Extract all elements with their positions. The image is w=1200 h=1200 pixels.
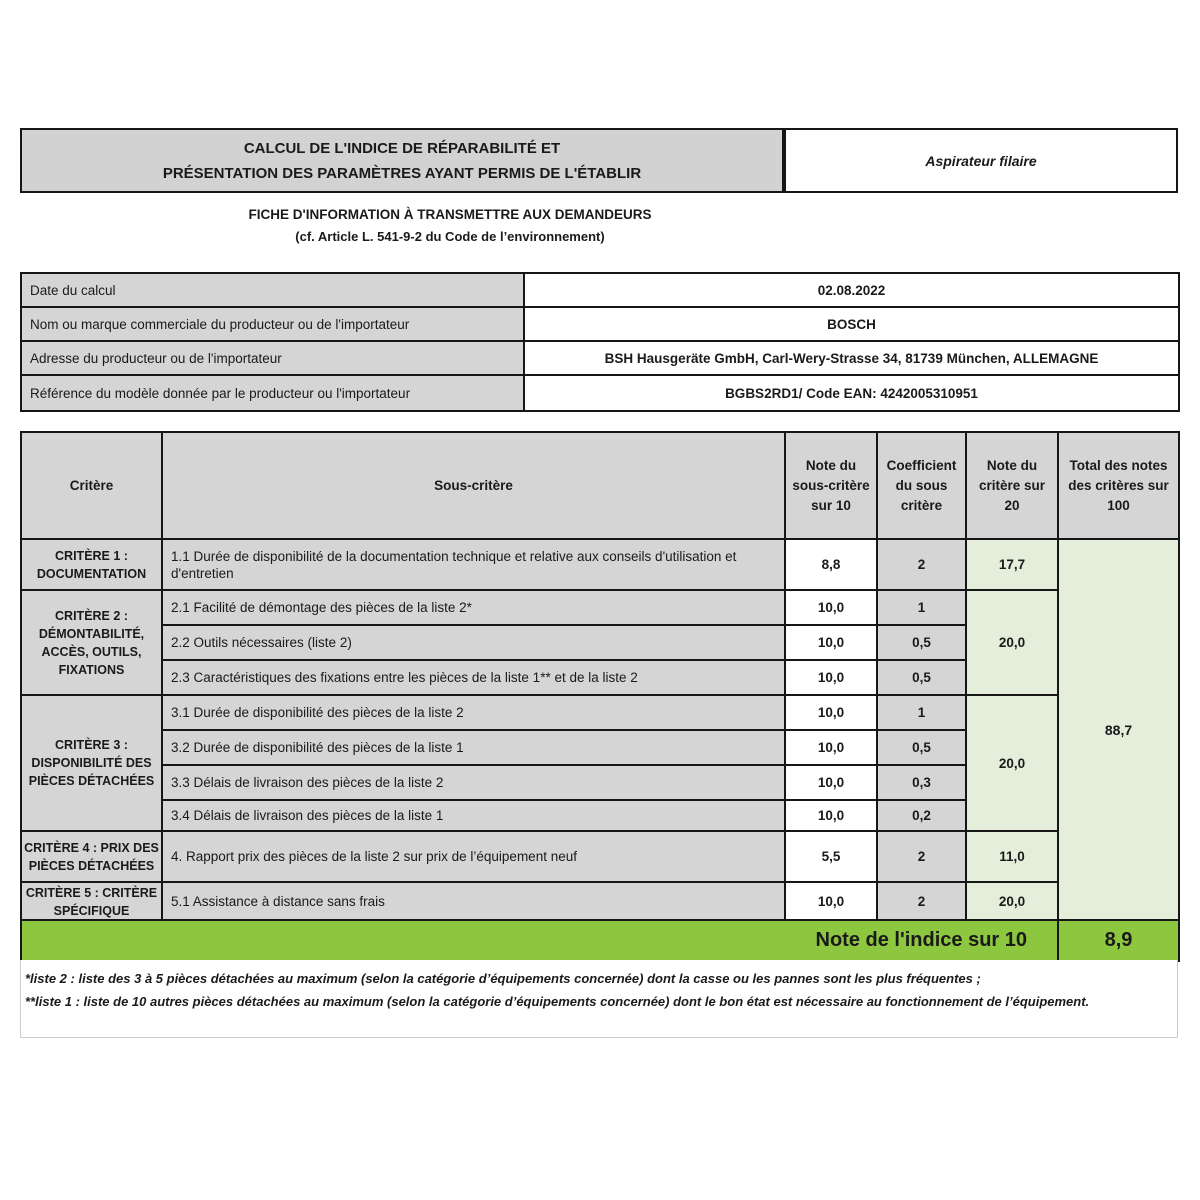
note-5-1: 10,0 xyxy=(786,883,878,921)
info-label-date: Date du calcul xyxy=(22,274,525,308)
scoring-table: Critère Sous-critère Note du sous-critèr… xyxy=(20,431,1180,962)
criterion-4-score-20: 11,0 xyxy=(967,832,1059,883)
note-2-1: 10,0 xyxy=(786,591,878,626)
info-value-brand-text: BOSCH xyxy=(827,316,876,332)
sub-criterion-1-1: 1.1 Durée de disponibilité de la documen… xyxy=(163,540,786,591)
sub-criterion-3-3: 3.3 Délais de livraison des pièces de la… xyxy=(163,766,786,801)
note-3-4: 10,0 xyxy=(786,801,878,832)
info-value-brand: BOSCH xyxy=(525,308,1178,342)
coef-2-1: 1 xyxy=(878,591,967,626)
total-score-100: 88,7 xyxy=(1059,540,1178,921)
document-title-line2: PRÉSENTATION DES PARAMÈTRES AYANT PERMIS… xyxy=(162,164,642,182)
col-header-note-critere: Note du critère sur 20 xyxy=(967,433,1059,540)
info-value-address: BSH Hausgeräte GmbH, Carl-Wery-Strasse 3… xyxy=(525,342,1178,376)
subtitle-line1: FICHE D'INFORMATION À TRANSMETTRE AUX DE… xyxy=(248,207,652,222)
info-label-address: Adresse du producteur ou de l'importateu… xyxy=(22,342,525,376)
info-value-date-text: 02.08.2022 xyxy=(817,282,886,298)
sub-criterion-5-1: 5.1 Assistance à distance sans frais xyxy=(163,883,786,921)
criterion-4-name: CRITÈRE 4 : PRIX DES PIÈCES DÉTACHÉES xyxy=(22,832,163,883)
info-label-brand-text: Nom ou marque commerciale du producteur … xyxy=(30,316,410,332)
col-header-sous-critere: Sous-critère xyxy=(163,433,786,540)
coef-2-3: 0,5 xyxy=(878,661,967,696)
product-info-table: Date du calcul 02.08.2022 Nom ou marque … xyxy=(20,272,1180,412)
subtitle: FICHE D'INFORMATION À TRANSMETTRE AUX DE… xyxy=(22,204,878,248)
document-title-line1: CALCUL DE L'INDICE DE RÉPARABILITÉ ET xyxy=(243,139,561,157)
col-header-critere: Critère xyxy=(22,433,163,540)
footnotes-box: *liste 2 : liste des 3 à 5 pièces détach… xyxy=(20,960,1178,1038)
sub-criterion-2-1: 2.1 Facilité de démontage des pièces de … xyxy=(163,591,786,626)
coef-1-1: 2 xyxy=(878,540,967,591)
note-1-1: 8,8 xyxy=(786,540,878,591)
sub-criterion-4: 4. Rapport prix des pièces de la liste 2… xyxy=(163,832,786,883)
coef-5-1: 2 xyxy=(878,883,967,921)
col-header-coefficient: Coefficient du sous critère xyxy=(878,433,967,540)
sub-criterion-2-3: 2.3 Caractéristiques des fixations entre… xyxy=(163,661,786,696)
sub-criterion-3-1: 3.1 Durée de disponibilité des pièces de… xyxy=(163,696,786,731)
footnote-liste-1: **liste 1 : liste de 10 autres pièces dé… xyxy=(25,994,1090,1009)
info-value-date: 02.08.2022 xyxy=(525,274,1178,308)
info-value-reference-text: BGBS2RD1/ Code EAN: 4242005310951 xyxy=(725,385,978,401)
coef-2-2: 0,5 xyxy=(878,626,967,661)
sub-criterion-3-4: 3.4 Délais de livraison des pièces de la… xyxy=(163,801,786,832)
coef-3-3: 0,3 xyxy=(878,766,967,801)
product-type-label: Aspirateur filaire xyxy=(925,152,1037,169)
info-label-reference: Référence du modèle donnée par le produc… xyxy=(22,376,525,410)
coef-3-4: 0,2 xyxy=(878,801,967,832)
info-label-date-text: Date du calcul xyxy=(30,282,116,298)
criterion-5-name: CRITÈRE 5 : CRITÈRE SPÉCIFIQUE xyxy=(22,883,163,921)
note-3-1: 10,0 xyxy=(786,696,878,731)
document-title-box: CALCUL DE L'INDICE DE RÉPARABILITÉ ET PR… xyxy=(20,128,784,193)
criterion-3-score-20: 20,0 xyxy=(967,696,1059,832)
col-header-note-sous-critere: Note du sous-critère sur 10 xyxy=(786,433,878,540)
criterion-1-score-20: 17,7 xyxy=(967,540,1059,591)
coef-4: 2 xyxy=(878,832,967,883)
sub-criterion-3-2: 3.2 Durée de disponibilité des pièces de… xyxy=(163,731,786,766)
sub-criterion-2-2: 2.2 Outils nécessaires (liste 2) xyxy=(163,626,786,661)
criterion-5-score-20: 20,0 xyxy=(967,883,1059,921)
product-type-box: Aspirateur filaire xyxy=(784,128,1178,193)
subtitle-line2: (cf. Article L. 541-9-2 du Code de l’env… xyxy=(295,229,605,244)
note-3-3: 10,0 xyxy=(786,766,878,801)
info-label-reference-text: Référence du modèle donnée par le produc… xyxy=(30,385,411,401)
criterion-2-score-20: 20,0 xyxy=(967,591,1059,696)
repairability-index-value: 8,9 xyxy=(1059,921,1178,960)
coef-3-1: 1 xyxy=(878,696,967,731)
note-2-2: 10,0 xyxy=(786,626,878,661)
repairability-index-label: Note de l'indice sur 10 xyxy=(22,921,1059,960)
info-label-brand: Nom ou marque commerciale du producteur … xyxy=(22,308,525,342)
info-value-reference: BGBS2RD1/ Code EAN: 4242005310951 xyxy=(525,376,1178,410)
note-2-3: 10,0 xyxy=(786,661,878,696)
criterion-1-name: CRITÈRE 1 : DOCUMENTATION xyxy=(22,540,163,591)
criterion-2-name: CRITÈRE 2 : DÉMONTABILITÉ, ACCÈS, OUTILS… xyxy=(22,591,163,696)
info-label-address-text: Adresse du producteur ou de l'importateu… xyxy=(30,350,282,366)
info-value-address-text: BSH Hausgeräte GmbH, Carl-Wery-Strasse 3… xyxy=(604,350,1099,366)
note-3-2: 10,0 xyxy=(786,731,878,766)
col-header-total: Total des notes des critères sur 100 xyxy=(1059,433,1178,540)
criterion-3-name: CRITÈRE 3 : DISPONIBILITÉ DES PIÈCES DÉT… xyxy=(22,696,163,832)
note-4: 5,5 xyxy=(786,832,878,883)
footnote-liste-2: *liste 2 : liste des 3 à 5 pièces détach… xyxy=(25,971,981,986)
coef-3-2: 0,5 xyxy=(878,731,967,766)
